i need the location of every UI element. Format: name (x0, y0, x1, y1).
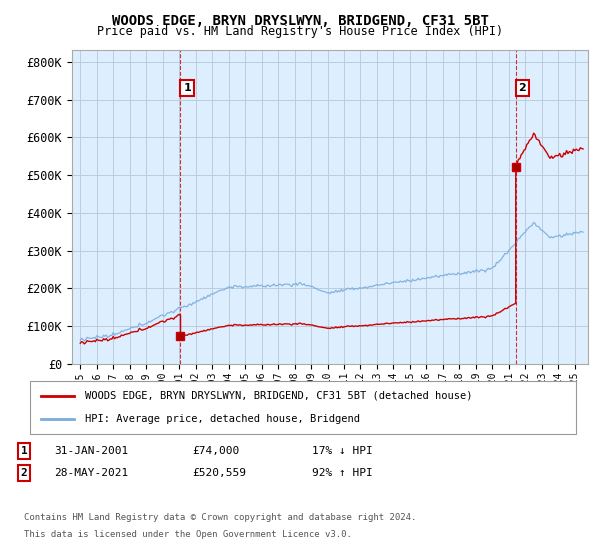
Text: Contains HM Land Registry data © Crown copyright and database right 2024.: Contains HM Land Registry data © Crown c… (24, 514, 416, 522)
Text: Price paid vs. HM Land Registry's House Price Index (HPI): Price paid vs. HM Land Registry's House … (97, 25, 503, 38)
Text: 17% ↓ HPI: 17% ↓ HPI (312, 446, 373, 456)
Text: 1: 1 (183, 83, 191, 93)
Text: 31-JAN-2001: 31-JAN-2001 (54, 446, 128, 456)
Text: £74,000: £74,000 (192, 446, 239, 456)
Text: 92% ↑ HPI: 92% ↑ HPI (312, 468, 373, 478)
Text: £520,559: £520,559 (192, 468, 246, 478)
Text: 28-MAY-2021: 28-MAY-2021 (54, 468, 128, 478)
Text: 2: 2 (518, 83, 526, 93)
Text: 1: 1 (20, 446, 28, 456)
FancyBboxPatch shape (30, 381, 576, 434)
Text: This data is licensed under the Open Government Licence v3.0.: This data is licensed under the Open Gov… (24, 530, 352, 539)
Text: 2: 2 (20, 468, 28, 478)
Text: HPI: Average price, detached house, Bridgend: HPI: Average price, detached house, Brid… (85, 414, 359, 424)
Text: WOODS EDGE, BRYN DRYSLWYN, BRIDGEND, CF31 5BT: WOODS EDGE, BRYN DRYSLWYN, BRIDGEND, CF3… (112, 14, 488, 28)
Text: WOODS EDGE, BRYN DRYSLWYN, BRIDGEND, CF31 5BT (detached house): WOODS EDGE, BRYN DRYSLWYN, BRIDGEND, CF3… (85, 391, 472, 401)
